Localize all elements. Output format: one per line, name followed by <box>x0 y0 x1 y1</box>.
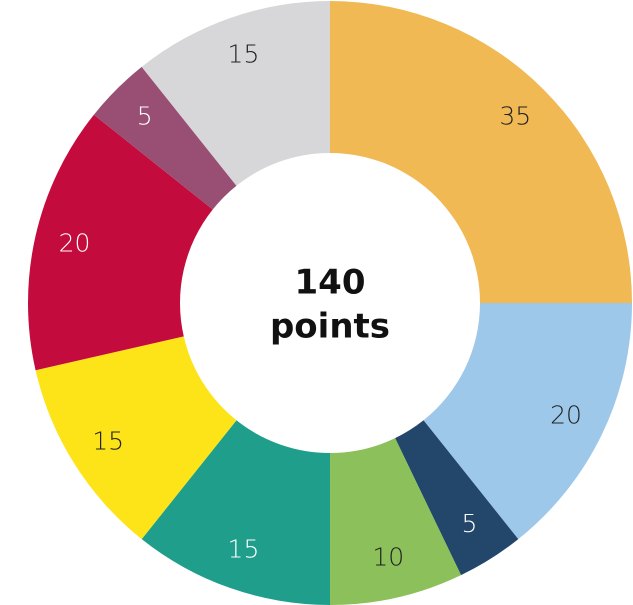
slice-label: 20 <box>59 229 91 258</box>
donut-slice <box>93 66 237 210</box>
slice-label: 15 <box>92 426 124 455</box>
slice-label: 35 <box>499 102 531 131</box>
donut-slice <box>141 1 330 186</box>
slice-label: 5 <box>137 102 153 131</box>
slice-label: 15 <box>228 534 260 563</box>
donut-slice <box>35 336 237 540</box>
slice-label: 20 <box>550 401 582 430</box>
donut-slice <box>330 438 462 605</box>
donut-slice <box>141 420 330 605</box>
slice-label: 5 <box>461 509 477 538</box>
donut-slice <box>423 303 632 540</box>
donut-slice <box>330 1 632 303</box>
center-unit: points <box>270 307 390 347</box>
donut-slice <box>27 114 213 371</box>
center-total: 140 <box>295 263 366 303</box>
slice-label: 15 <box>228 40 260 69</box>
donut-slice <box>395 420 519 576</box>
slice-label: 10 <box>372 542 404 571</box>
